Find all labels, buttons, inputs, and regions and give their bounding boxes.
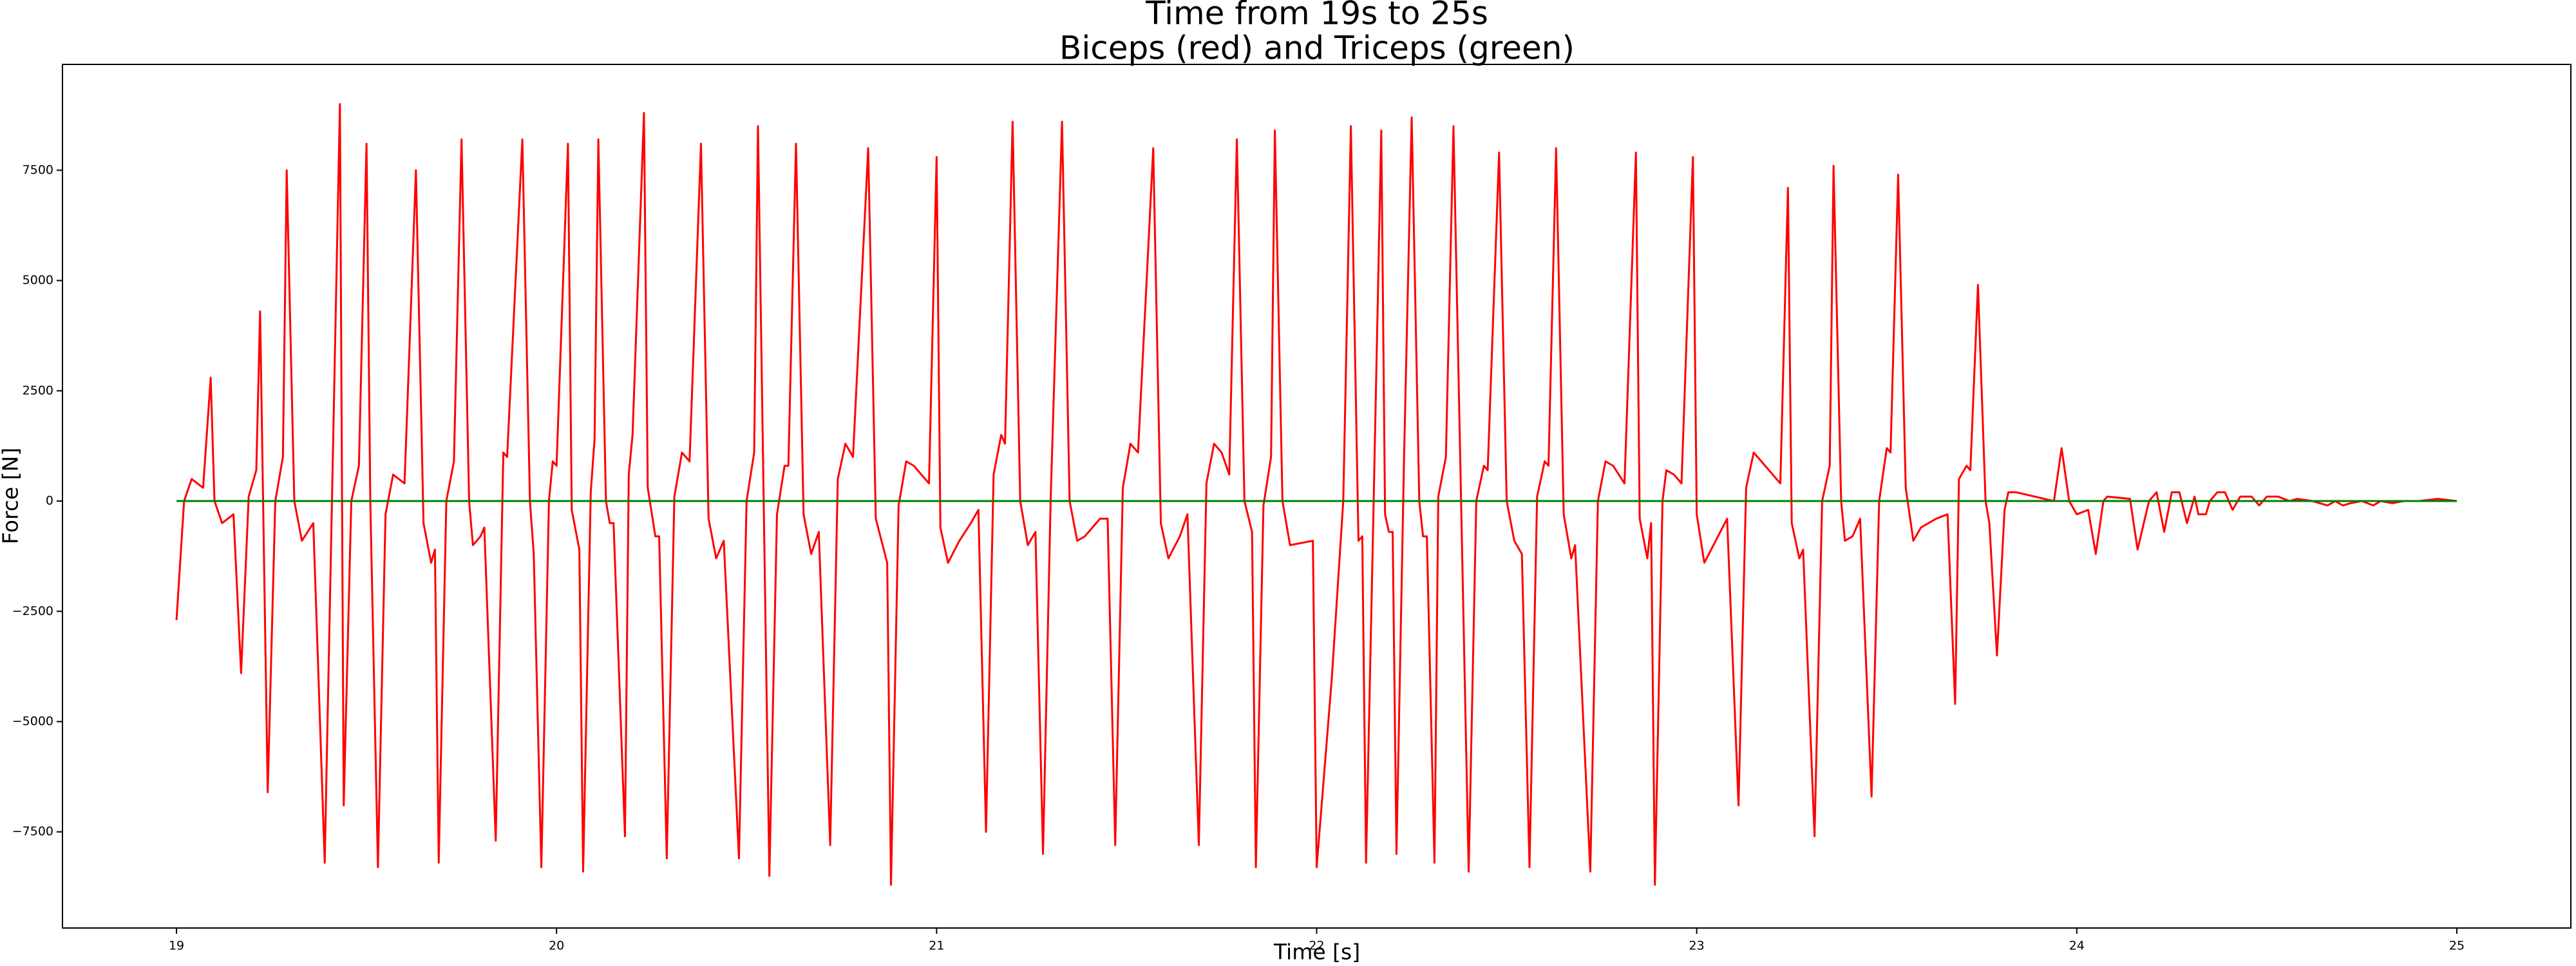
y-tick-label: 5000 xyxy=(23,273,53,287)
plot-frame xyxy=(62,64,2571,929)
chart-subtitle: Biceps (red) and Triceps (green) xyxy=(1059,30,1575,67)
data-line xyxy=(175,103,2458,886)
y-tick-label: −7500 xyxy=(12,824,53,838)
y-tick-label: 2500 xyxy=(23,383,53,397)
x-tick-label: 20 xyxy=(549,939,564,953)
y-tick-label: 7500 xyxy=(23,163,53,177)
x-tick-label: 21 xyxy=(929,939,944,953)
x-tick-label: 19 xyxy=(169,939,184,953)
x-axis-label: Time [s] xyxy=(1273,940,1360,965)
y-axis-label: Force [N] xyxy=(0,448,23,544)
x-tick-label: 22 xyxy=(1309,939,1324,953)
x-tick-label: 24 xyxy=(2069,939,2085,953)
x-tick-label: 25 xyxy=(2449,939,2465,953)
y-tick-label: −5000 xyxy=(12,714,53,728)
x-tick-label: 23 xyxy=(1689,939,1705,953)
y-tick-label: 0 xyxy=(46,494,53,508)
y-tick-label: −2500 xyxy=(12,604,53,618)
chart-title: Time from 19s to 25s xyxy=(1145,0,1488,32)
